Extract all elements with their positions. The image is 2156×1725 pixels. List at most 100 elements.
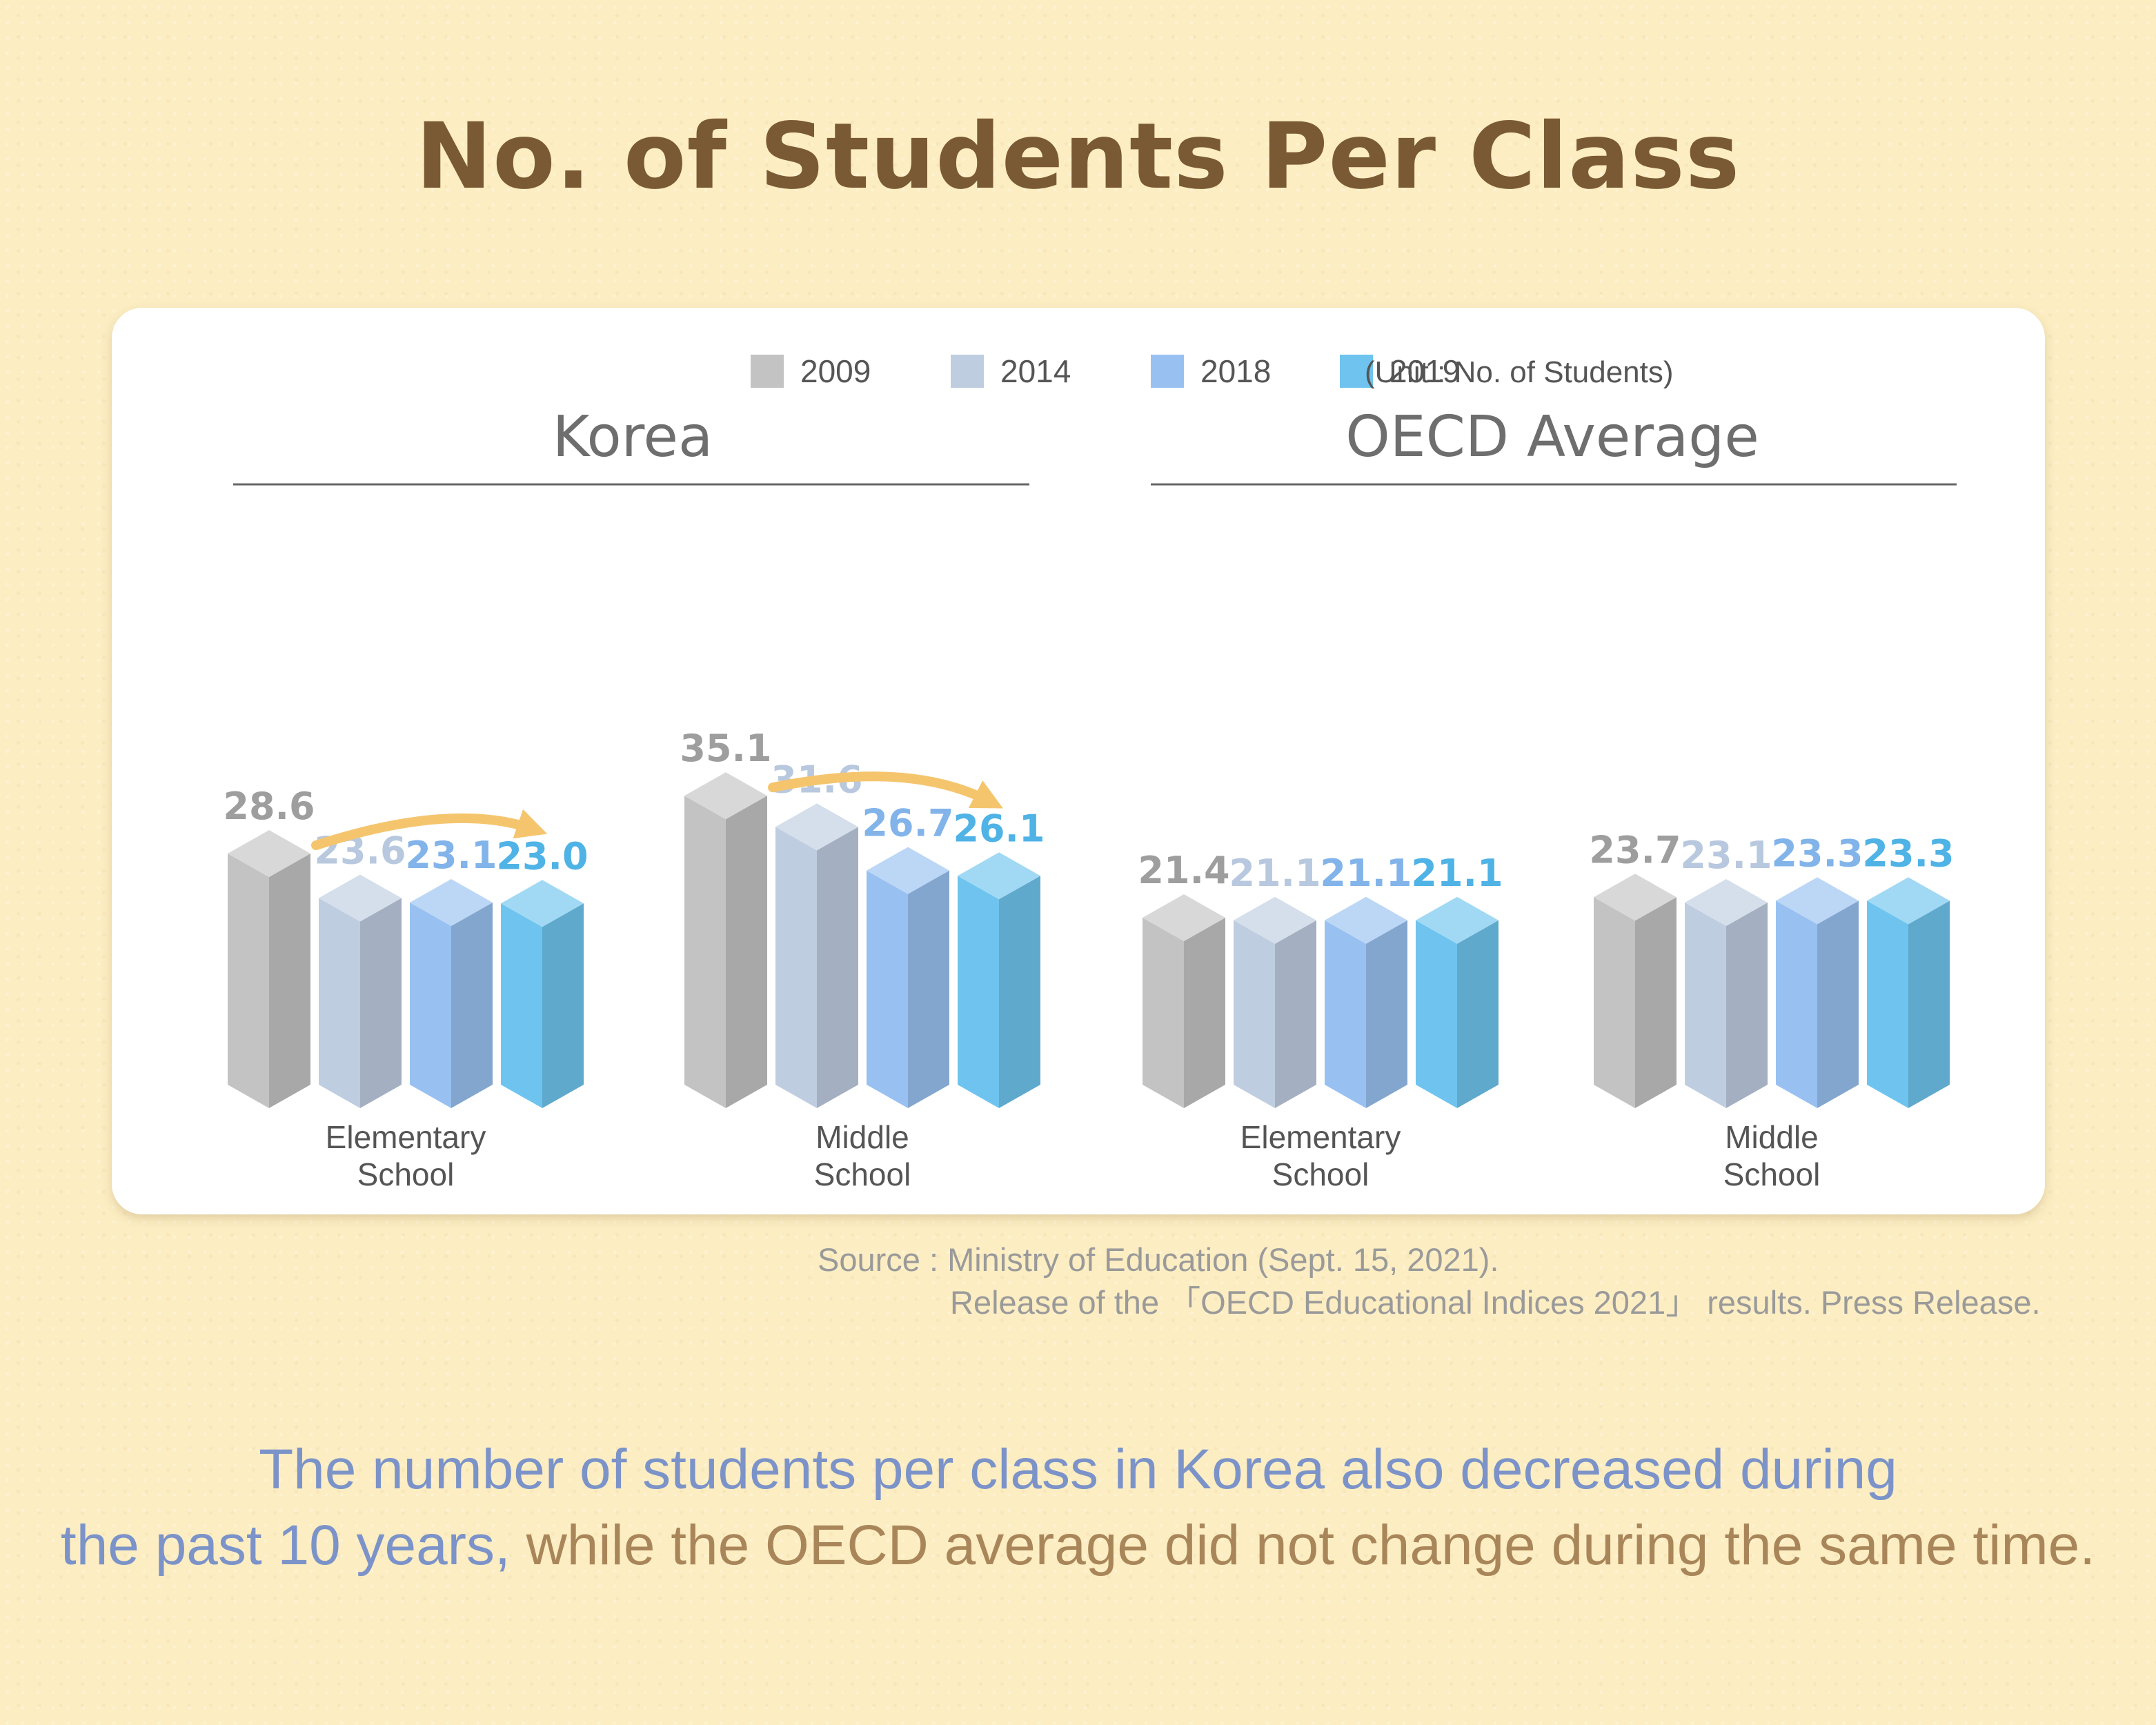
bar-face-left (501, 903, 542, 1108)
bar-face-top (1594, 874, 1677, 921)
bar-face-top (410, 879, 493, 927)
bar-face-left (1143, 917, 1184, 1108)
value-label-1-0-2018: 21.1 (1320, 851, 1412, 895)
bar-1-0-2018 (1325, 896, 1407, 1108)
bar-face-left (1685, 903, 1726, 1108)
bar-face-left (1234, 920, 1275, 1108)
value-label-1-0-2009: 21.4 (1138, 849, 1229, 892)
bar-1-0-2019 (1416, 896, 1499, 1108)
bar-face-top (1867, 877, 1950, 925)
bar-face-top (775, 803, 858, 851)
value-label-1-1-2009: 23.7 (1589, 828, 1681, 871)
category-label-1-1-1: School (1723, 1156, 1821, 1192)
legend-swatch-2009 (751, 355, 784, 388)
legend-swatch-2018 (1151, 355, 1184, 388)
source-line-1: Source : Ministry of Education (Sept. 15… (818, 1241, 1499, 1278)
bar-face-left (1416, 920, 1457, 1108)
caption-line-1: The number of students per class in Kore… (259, 1438, 1897, 1501)
value-label-1-0-2019: 21.1 (1411, 851, 1503, 895)
bar-face-left (867, 870, 908, 1108)
bar-face-right (908, 870, 949, 1108)
category-label-1-0-0: Elementary (1240, 1119, 1401, 1155)
trend-arrow-0-1 (768, 771, 1003, 809)
source-note: Source : Ministry of Education (Sept. 15… (818, 1239, 2094, 1324)
legend-label-2019: 2019 (1389, 353, 1460, 389)
bar-face-left (1776, 900, 1817, 1108)
bar-face-right (1726, 903, 1768, 1108)
bar-face-right (360, 898, 402, 1108)
bar-face-top (1416, 896, 1499, 944)
bar-face-right (999, 876, 1040, 1108)
bar-0-1-2009 (684, 772, 767, 1108)
legend-swatch-2019 (1340, 355, 1373, 388)
value-label-0-1-2018: 26.7 (862, 802, 953, 845)
bar-face-top (684, 772, 767, 820)
bar-face-left (1325, 920, 1366, 1108)
bar-0-1-2019 (958, 852, 1040, 1108)
trend-arrow-0-0 (311, 809, 548, 851)
bar-face-left (1594, 897, 1635, 1108)
legend-label-2014: 2014 (1000, 353, 1071, 389)
bar-face-top (1234, 896, 1316, 944)
bar-face-right (1635, 897, 1677, 1108)
summary-caption: The number of students per class in Kore… (0, 1432, 2156, 1584)
bar-face-top (958, 852, 1040, 900)
value-label-0-0-2018: 23.1 (405, 834, 497, 877)
bar-chart: 2009 2014 2018 2019(Unit : No. of Students)… (223, 353, 1957, 1192)
bar-face-top (867, 847, 949, 894)
bar-1-1-2009 (1594, 874, 1677, 1108)
page-title: No. of Students Per Class (415, 103, 1741, 210)
category-label-0-1-1: School (814, 1156, 911, 1192)
bar-face-right (542, 903, 584, 1108)
caption-line-2-rest: while the OECD average did not change du… (526, 1514, 2096, 1577)
bar-0-0-2014 (319, 874, 402, 1108)
value-label-0-1-2019: 26.1 (953, 807, 1045, 850)
bar-0-0-2019 (501, 880, 584, 1108)
source-line-2: Release of the 「OECD Educational Indices… (950, 1284, 2041, 1321)
group-title-1: OECD Average (1345, 404, 1759, 470)
value-label-1-0-2014: 21.1 (1229, 851, 1321, 895)
legend-label-2009: 2009 (800, 353, 871, 389)
bar-face-right (1184, 917, 1225, 1108)
bar-1-1-2014 (1685, 879, 1768, 1108)
bar-face-right (269, 854, 310, 1108)
bar-face-top (1685, 879, 1768, 927)
category-label-0-0-1: School (357, 1156, 455, 1192)
value-label-0-0-2019: 23.0 (496, 834, 588, 878)
bar-face-top (319, 874, 402, 922)
category-label-0-0-0: Elementary (326, 1119, 486, 1155)
category-label-1-0-1: School (1272, 1156, 1369, 1192)
legend-swatch-2014 (951, 355, 984, 388)
bar-face-left (775, 827, 817, 1108)
bar-face-right (817, 827, 858, 1108)
bar-0-0-2009 (228, 830, 310, 1108)
category-label-1-1-0: Middle (1725, 1119, 1819, 1155)
bar-face-left (684, 796, 726, 1108)
bar-face-right (1908, 900, 1950, 1108)
bar-face-right (726, 796, 767, 1108)
bar-face-left (958, 876, 999, 1108)
value-label-0-0-2009: 28.6 (223, 785, 315, 828)
value-label-0-1-2009: 35.1 (680, 727, 771, 770)
value-label-1-1-2019: 23.3 (1862, 831, 1954, 875)
bar-face-right (451, 903, 493, 1108)
bar-face-right (1275, 920, 1316, 1108)
bar-face-right (1457, 920, 1499, 1108)
bar-face-right (1366, 920, 1407, 1108)
bar-1-0-2014 (1234, 896, 1316, 1108)
value-label-1-1-2014: 23.1 (1680, 834, 1772, 877)
bar-face-left (410, 903, 451, 1108)
value-label-1-1-2018: 23.3 (1771, 831, 1863, 875)
bar-1-1-2019 (1867, 877, 1950, 1108)
legend-label-2018: 2018 (1200, 353, 1271, 389)
bar-face-top (501, 880, 584, 927)
bar-0-1-2018 (867, 847, 949, 1108)
bar-face-left (319, 898, 360, 1108)
bar-1-1-2018 (1776, 877, 1859, 1108)
bar-face-top (1776, 877, 1859, 925)
bar-0-0-2018 (410, 879, 493, 1108)
bar-face-left (1867, 900, 1908, 1108)
bar-face-left (228, 854, 269, 1108)
bar-face-right (1817, 900, 1859, 1108)
bar-1-0-2009 (1143, 894, 1225, 1108)
